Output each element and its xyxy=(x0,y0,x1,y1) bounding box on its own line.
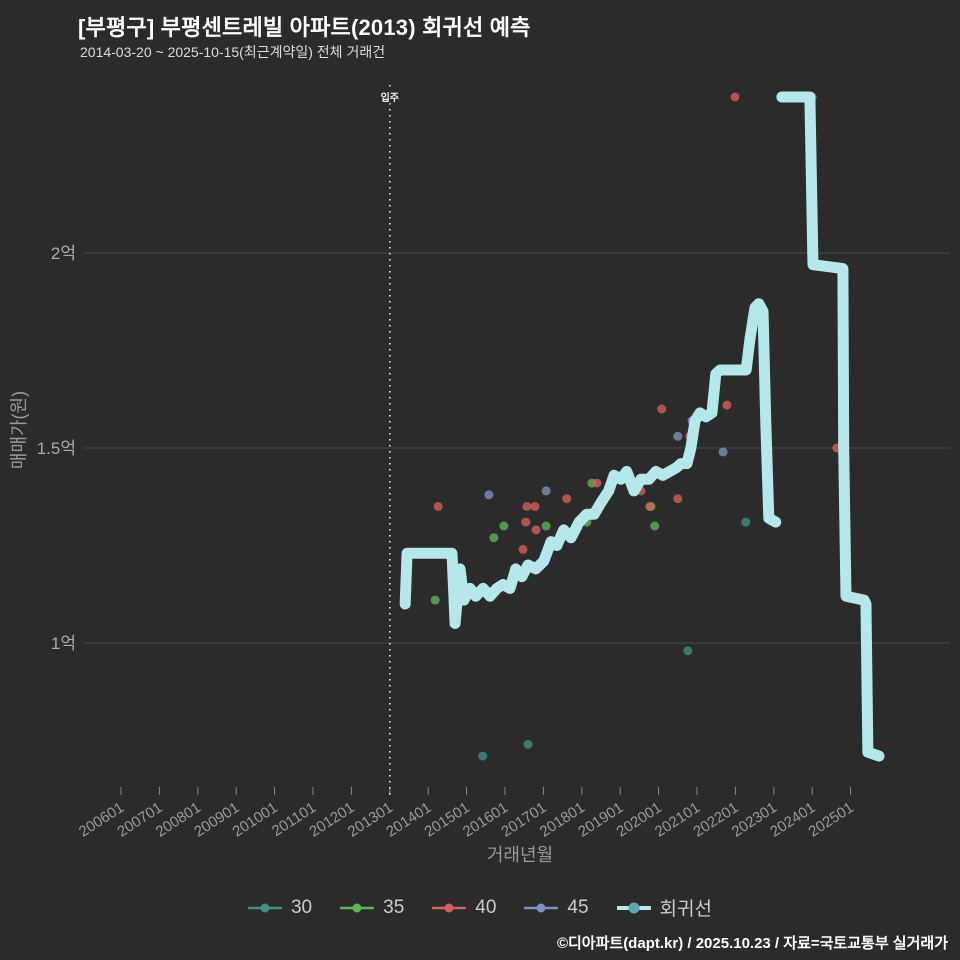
scatter-point xyxy=(673,431,683,441)
legend: 30 35 40 45 회귀선 xyxy=(0,894,960,921)
x-tick-label: 202501 xyxy=(806,799,857,841)
scatter-point xyxy=(592,478,602,488)
x-axis-title: 거래년월 xyxy=(486,845,554,865)
scatter-point xyxy=(730,92,740,102)
scatter-point xyxy=(541,486,551,496)
scatter-point xyxy=(722,400,732,410)
legend-item-회귀선[interactable]: 회귀선 xyxy=(616,894,712,921)
regression-segment xyxy=(776,91,885,762)
legend-item-40[interactable]: 40 xyxy=(432,897,496,919)
legend-item-35[interactable]: 35 xyxy=(340,897,404,919)
scatter-series-30 xyxy=(478,517,751,761)
legend-marker-icon xyxy=(524,903,559,912)
legend-label: 45 xyxy=(567,896,589,918)
legend-item-45[interactable]: 45 xyxy=(524,896,589,919)
x-axis: 2006012007012008012009012010012011012012… xyxy=(76,787,857,841)
scatter-point xyxy=(521,517,531,527)
legend-item-30[interactable]: 30 xyxy=(247,896,313,919)
legend-marker-icon xyxy=(432,903,467,912)
legend-marker-icon xyxy=(247,903,282,912)
scatter-point xyxy=(650,521,660,531)
scatter-point xyxy=(683,646,693,656)
scatter-point xyxy=(478,751,488,761)
scatter-point xyxy=(499,521,509,531)
y-tick-label: 1.5억 xyxy=(37,439,76,458)
regression-segment xyxy=(399,298,782,629)
scatter-point xyxy=(484,490,494,500)
scatter-point xyxy=(430,595,440,605)
legend-label: 35 xyxy=(383,896,405,918)
y-tick-label: 1억 xyxy=(51,634,76,653)
scatter-point xyxy=(562,494,572,504)
scatter-point xyxy=(741,517,751,527)
page-subtitle: 2014-03-20 ~ 2025-10-15(최근계약일) 전체 거래건 xyxy=(80,44,386,60)
scatter-point xyxy=(541,521,551,531)
legend-marker-icon xyxy=(616,902,651,913)
scatter-point xyxy=(433,502,443,511)
gridlines: 1억 1.5억 2억 xyxy=(37,244,950,653)
move-in-label: 입주 xyxy=(381,91,399,104)
scatter-point xyxy=(489,533,499,543)
scatter-point xyxy=(518,544,528,554)
scatter-point xyxy=(657,404,667,414)
legend-label: 회귀선 xyxy=(659,899,712,920)
scatter-point xyxy=(522,502,532,511)
scatter-point xyxy=(645,502,655,511)
page-title: [부평구] 부평센트레빌 아파트(2013) 회귀선 예측 xyxy=(78,15,531,40)
legend-marker-icon xyxy=(340,903,375,912)
legend-label: 30 xyxy=(290,896,313,918)
source-credit: ©디아파트(dapt.kr) / 2025.10.23 / 자료=국토교통부 실… xyxy=(556,935,948,952)
x-tick-label: 201001 xyxy=(230,799,281,841)
y-axis-title: 매매가(원) xyxy=(9,390,29,470)
regression-line xyxy=(399,91,885,762)
legend-label: 40 xyxy=(475,896,497,918)
scatter-point xyxy=(523,739,533,749)
scatter-point xyxy=(718,447,728,457)
scatter-point xyxy=(530,502,540,511)
scatter-point xyxy=(531,525,541,535)
y-tick-label: 2억 xyxy=(51,244,76,263)
scatter-point xyxy=(673,494,683,504)
